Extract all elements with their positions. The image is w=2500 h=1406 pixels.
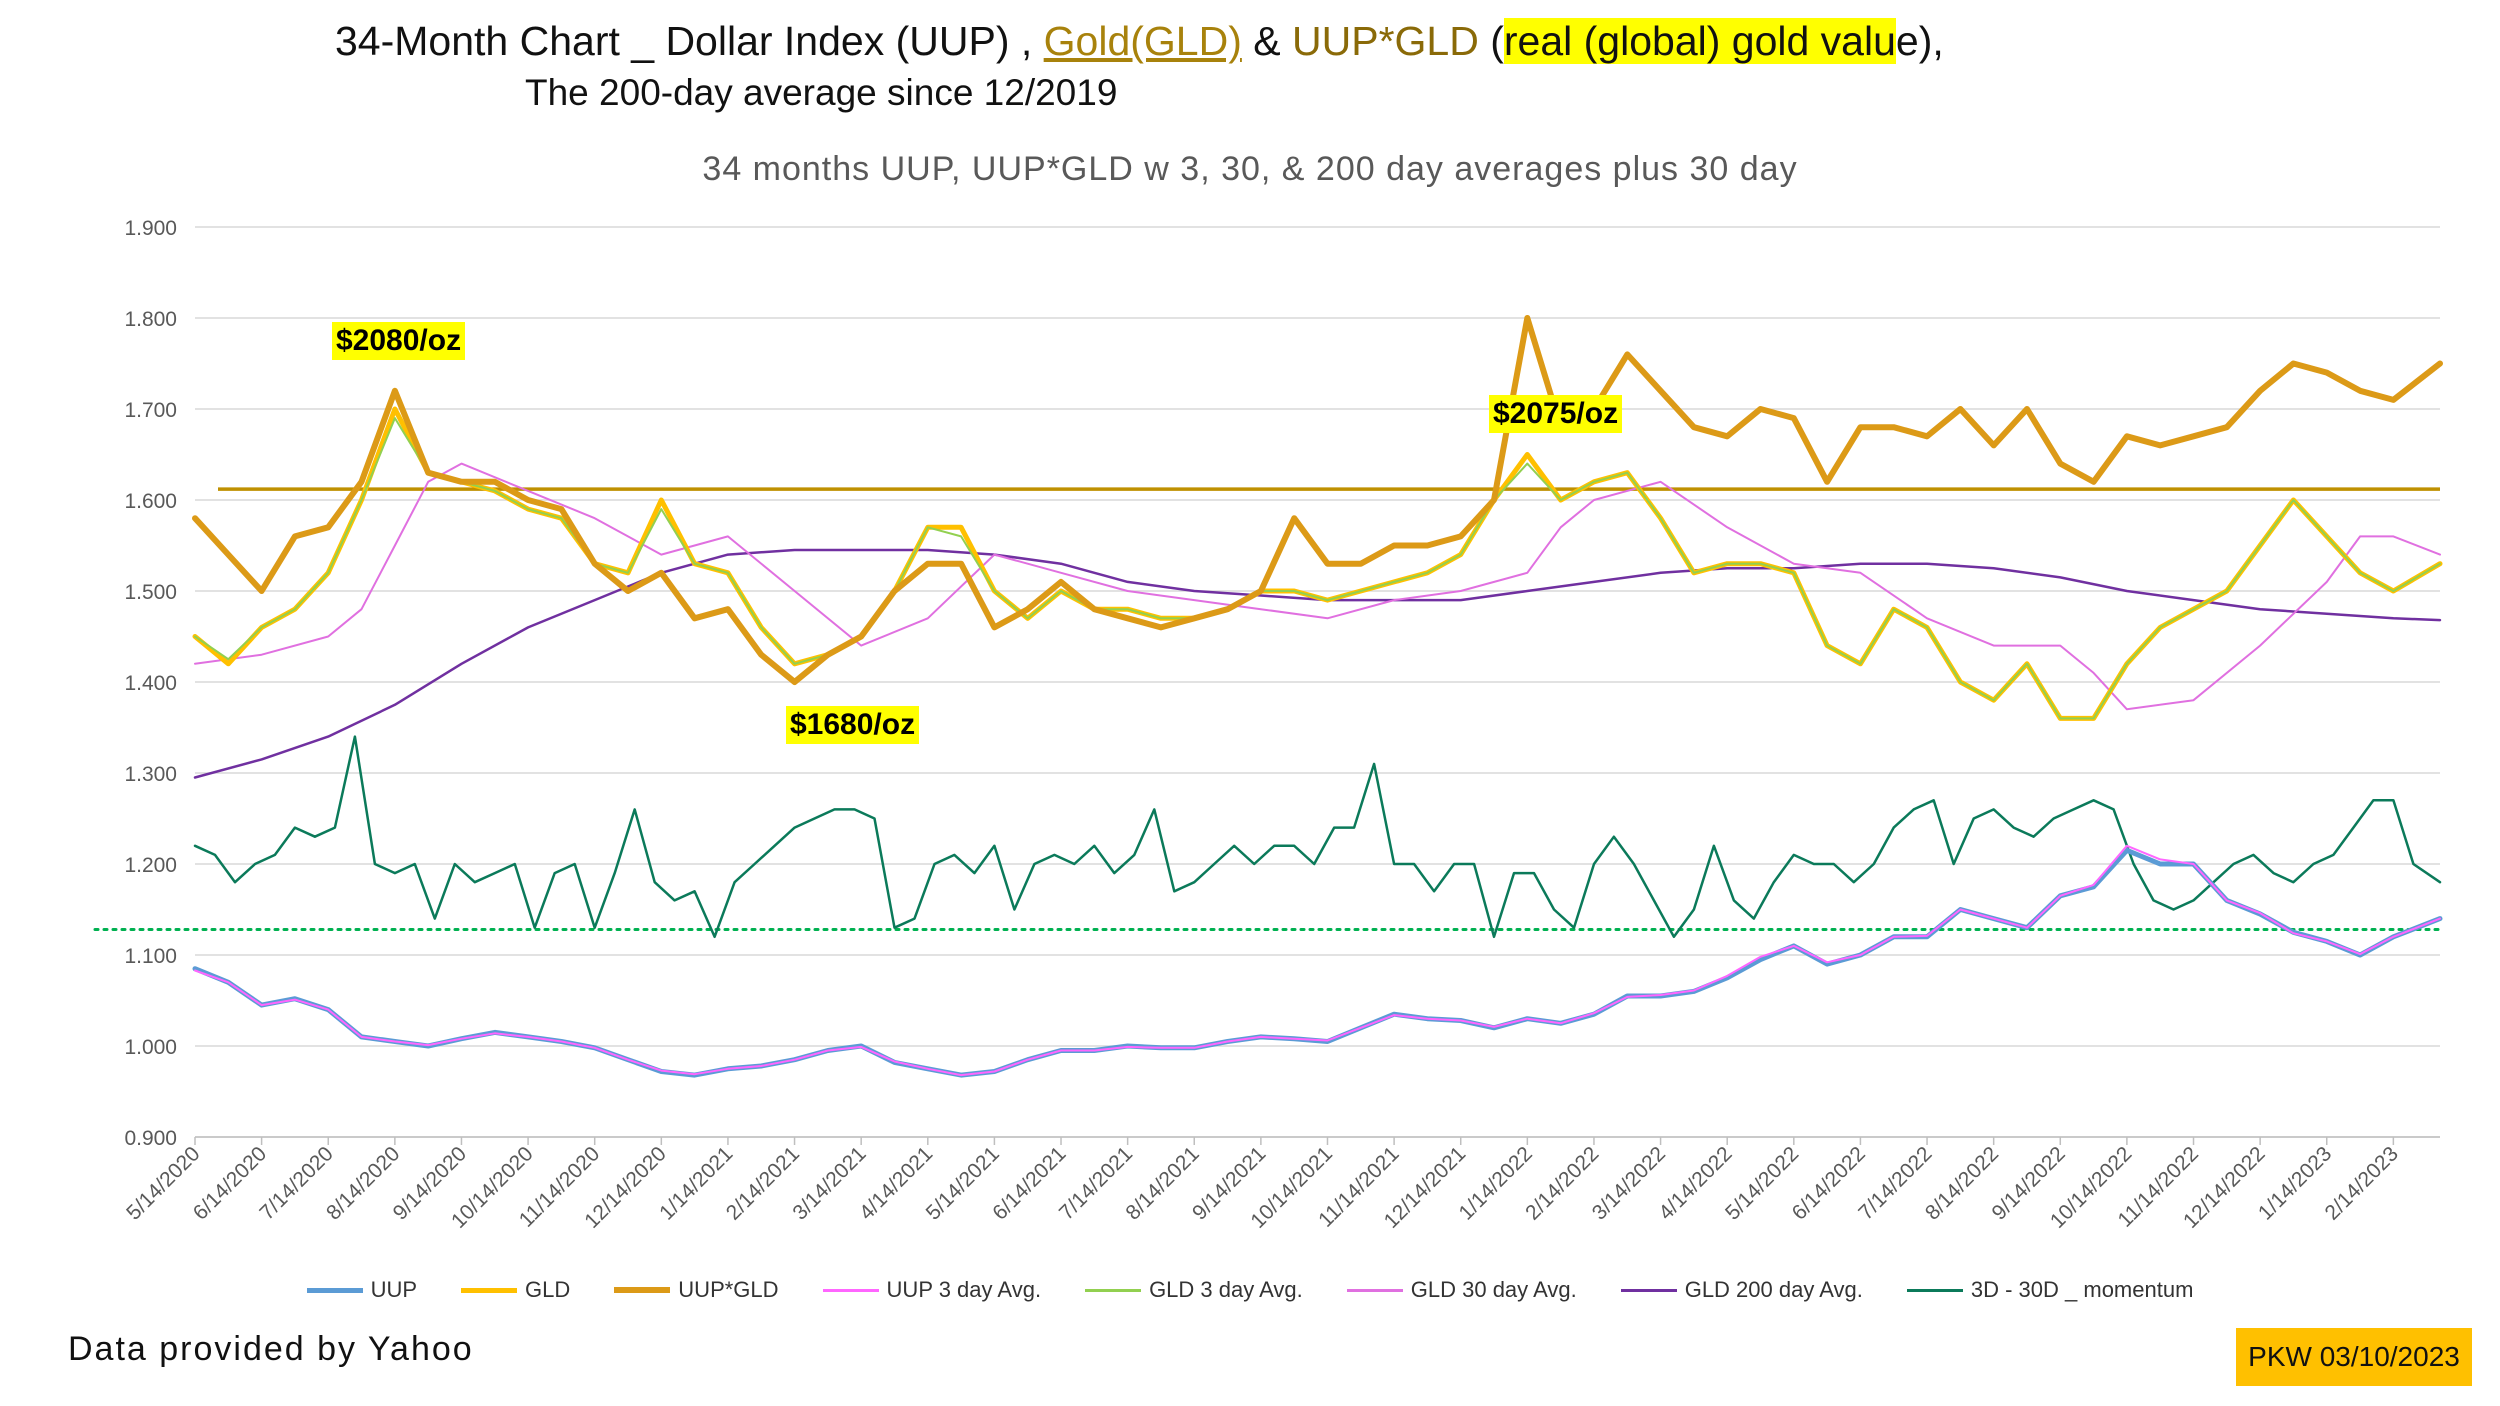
- y-tick-label: 1.300: [124, 763, 177, 786]
- series-line-gld-3-day-avg-: [194, 417, 2441, 720]
- series-line-gld-200-day-avg-: [193, 548, 2442, 779]
- title-text-amp: &: [1241, 18, 1293, 64]
- legend-item: GLD: [461, 1277, 570, 1303]
- legend-label: GLD 3 day Avg.: [1149, 1277, 1303, 1302]
- y-tick-label: 1.400: [124, 672, 177, 695]
- chart-legend: UUP GLD UUP*GLD UUP 3 day Avg. GLD 3 day Avg…: [0, 1277, 2500, 1303]
- legend-label: UUP: [370, 1277, 418, 1302]
- legend-swatch: [306, 1287, 363, 1293]
- y-tick-label: 1.600: [124, 490, 177, 513]
- legend-swatch: [1346, 1288, 1403, 1292]
- series-line-gld: [192, 406, 2443, 721]
- legend-item: 3D - 30D _ momentum: [1906, 1277, 2194, 1303]
- legend-swatch: [1620, 1288, 1677, 1292]
- legend-item: UUP*GLD: [614, 1277, 779, 1303]
- legend-swatch: [1906, 1288, 1963, 1292]
- series-line-uup: [192, 847, 2443, 1078]
- title-text: 34-Month Chart _ Dollar Index (UUP) ,: [335, 18, 1044, 64]
- legend-item: GLD 200 day Avg.: [1620, 1277, 1863, 1303]
- legend-item: GLD 3 day Avg.: [1085, 1277, 1303, 1303]
- y-tick-label: 1.200: [124, 854, 177, 877]
- legend-label: UUP*GLD: [678, 1277, 779, 1302]
- series-line-uup-3-day-avg-: [194, 844, 2441, 1077]
- legend-swatch: [614, 1287, 671, 1293]
- series-line-uup-gld: [192, 315, 2443, 685]
- y-tick-label: 1.500: [124, 581, 177, 604]
- title-uupgld: UUP*GLD: [1292, 18, 1479, 64]
- y-tick-label: 1.900: [124, 217, 177, 240]
- annotation-2080: $2080/oz: [332, 322, 466, 360]
- title-text-end: e),: [1895, 18, 1944, 64]
- y-tick-label: 1.000: [124, 1036, 177, 1059]
- annotation-1680: $1680/oz: [786, 706, 920, 744]
- y-tick-label: 0.900: [124, 1127, 177, 1150]
- y-tick-label: 1.700: [124, 399, 177, 422]
- legend-label: GLD 30 day Avg.: [1410, 1277, 1577, 1302]
- legend-item: GLD 30 day Avg.: [1346, 1277, 1577, 1303]
- data-source: Data provided by Yahoo: [68, 1330, 474, 1368]
- page-title: 34-Month Chart _ Dollar Index (UUP) , Go…: [335, 18, 1944, 65]
- legend-swatch: [1085, 1288, 1142, 1292]
- legend-swatch: [461, 1287, 518, 1293]
- title-text-paren: (: [1478, 18, 1504, 64]
- page-subtitle: The 200-day average since 12/2019: [525, 72, 1118, 113]
- annotation-2075: $2075/oz: [1489, 395, 1623, 433]
- legend-swatch: [822, 1288, 879, 1292]
- legend-label: GLD 200 day Avg.: [1684, 1277, 1863, 1302]
- title-highlight: real (global) gold valu: [1503, 18, 1896, 64]
- legend-label: 3D - 30D _ momentum: [1970, 1277, 2194, 1302]
- author-stamp: PKW 03/10/2023: [2236, 1328, 2472, 1386]
- chart-title: 34 months UUP, UUP*GLD w 3, 30, & 200 da…: [702, 150, 1798, 188]
- legend-label: UUP 3 day Avg.: [886, 1277, 1042, 1302]
- x-tick-label: 2/14/2023: [2321, 1142, 2403, 1224]
- y-tick-label: 1.800: [124, 308, 177, 331]
- series-line-3d-30d-momentum: [193, 735, 2442, 939]
- legend-label: GLD: [525, 1277, 571, 1302]
- title-gold-link[interactable]: Gold(GLD): [1043, 18, 1242, 64]
- y-tick-label: 1.100: [124, 945, 177, 968]
- legend-item: UUP 3 day Avg.: [822, 1277, 1042, 1303]
- legend-item: UUP: [306, 1277, 418, 1303]
